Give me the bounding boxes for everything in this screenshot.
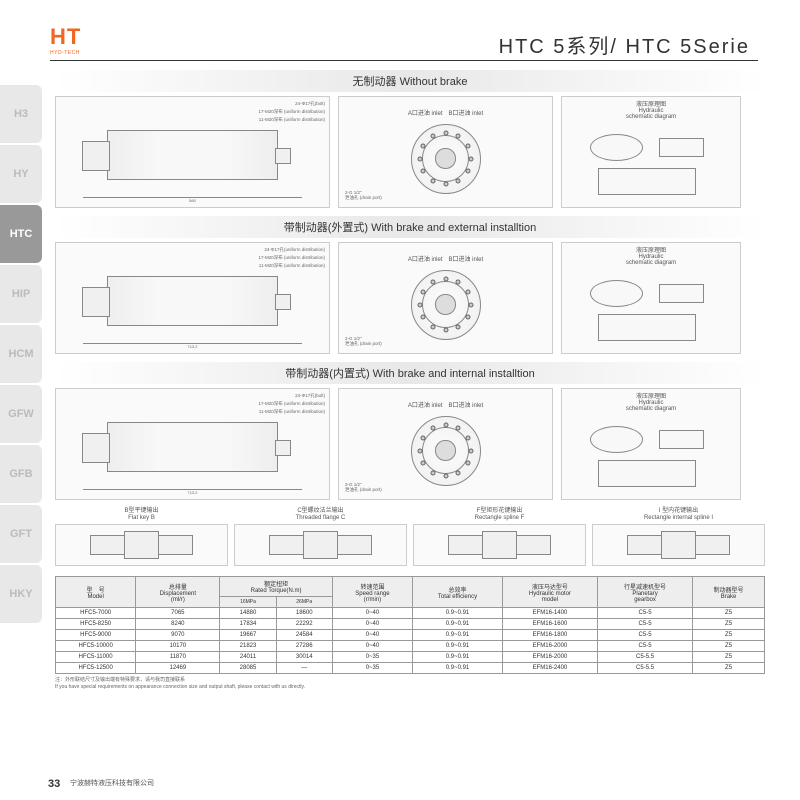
sidebar-tab-h3[interactable]: H3 [0,85,42,143]
section-title: 无制动器 Without brake [55,70,765,92]
table-row: HFC5-125001246928085— 0~350.9~0.91EFM16-… [56,663,765,674]
diagram-row: 24-Φ17孔(bolt) 17-M20深布 (uniform distribu… [55,388,765,500]
footnote: 注：外形联结尺寸及输出端有特殊要求，请与我司直接联系If you have sp… [55,677,765,691]
table-row: HFC5-700070651488018600 0~400.9~0.91EFM1… [56,608,765,619]
hydraulic-schematic: 液压原理图Hydraulicschematic diagram [561,96,741,208]
logo-sub: HYD-TECH [50,50,81,56]
shaft-diagram [55,524,228,566]
side-view-diagram: 24-Φ17孔(bolt) 17-M20深布 (uniform distribu… [55,388,330,500]
page-number: 33 [48,778,60,790]
sidebar-tab-htc[interactable]: HTC [0,205,42,263]
front-view-diagram: A口进油 inlet B口进油 inlet 2-G 1/2"泄油孔 (drain… [338,242,553,354]
sidebar-tab-gft[interactable]: GFT [0,505,42,563]
footer-company: 宁波赫特液压科技有限公司 [70,778,154,788]
hydraulic-schematic: 液压原理图Hydraulicschematic diagram [561,242,741,354]
content: 无制动器 Without brake 24-Φ17孔(bolt) 17-M20深… [55,70,765,691]
title-divider [50,60,758,61]
logo-main: HT [50,24,81,50]
front-view-diagram: A口进油 inlet B口进油 inlet 2-G 1/2"泄油孔 (drain… [338,96,553,208]
shaft-diagram [413,524,586,566]
diagram-row: 24-Φ17孔(bolt) 17-M20深布 (uniform distribu… [55,96,765,208]
shaft-diagram [592,524,765,566]
page-title: HTC 5系列/ HTC 5Serie [499,30,750,59]
shaft-title: I 型内花键输出Rectangle internal spline I [644,508,713,522]
sidebar-tab-hip[interactable]: HIP [0,265,42,323]
side-view-diagram: 24-Φ17孔(bolt) 17-M20深布 (uniform distribu… [55,96,330,208]
sidebar-tab-gfb[interactable]: GFB [0,445,42,503]
side-view-diagram: 24-Φ17孔(uniform distribution) 17-M20深布 (… [55,242,330,354]
sidebar-tab-hky[interactable]: HKY [0,565,42,623]
section-2: 带制动器(内置式) With brake and internal instal… [55,362,765,500]
section-0: 无制动器 Without brake 24-Φ17孔(bolt) 17-M20深… [55,70,765,208]
shaft-option-0: B型平键输出Flat key B [55,508,228,570]
shaft-title: F型矩形花键输出Rectangle spline F [475,508,525,522]
shaft-option-2: F型矩形花键输出Rectangle spline F [413,508,586,570]
diagram-row: 24-Φ17孔(uniform distribution) 17-M20深布 (… [55,242,765,354]
table-row: HFC5-11000118702401130014 0~350.9~0.91EF… [56,652,765,663]
sidebar: H3HYHTCHIPHCMGFWGFBGFTHKY [0,85,42,623]
section-title: 带制动器(外置式) With brake and external instal… [55,216,765,238]
shaft-title: B型平键输出Flat key B [124,508,158,522]
table-row: HFC5-900090701966724584 0~400.9~0.91EFM1… [56,630,765,641]
table-row: HFC5-825082401783422292 0~400.9~0.91EFM1… [56,619,765,630]
shaft-title: C型螺纹法兰输出Threaded flange C [296,508,346,522]
table-row: HFC5-10000101702182327286 0~400.9~0.91EF… [56,641,765,652]
section-title: 带制动器(内置式) With brake and internal instal… [55,362,765,384]
shaft-option-1: C型螺纹法兰输出Threaded flange C [234,508,407,570]
shaft-row: B型平键输出Flat key B C型螺纹法兰输出Threaded flange… [55,508,765,570]
front-view-diagram: A口进油 inlet B口进油 inlet 2-G 1/2"泄油孔 (drain… [338,388,553,500]
spec-table: 型 号Model 总排量Displacement(ml/r) 额定扭矩Rated… [55,576,765,674]
logo: HT HYD-TECH [50,24,81,56]
shaft-option-3: I 型内花键输出Rectangle internal spline I [592,508,765,570]
section-1: 带制动器(外置式) With brake and external instal… [55,216,765,354]
sidebar-tab-hy[interactable]: HY [0,145,42,203]
sidebar-tab-gfw[interactable]: GFW [0,385,42,443]
hydraulic-schematic: 液压原理图Hydraulicschematic diagram [561,388,741,500]
sidebar-tab-hcm[interactable]: HCM [0,325,42,383]
shaft-diagram [234,524,407,566]
